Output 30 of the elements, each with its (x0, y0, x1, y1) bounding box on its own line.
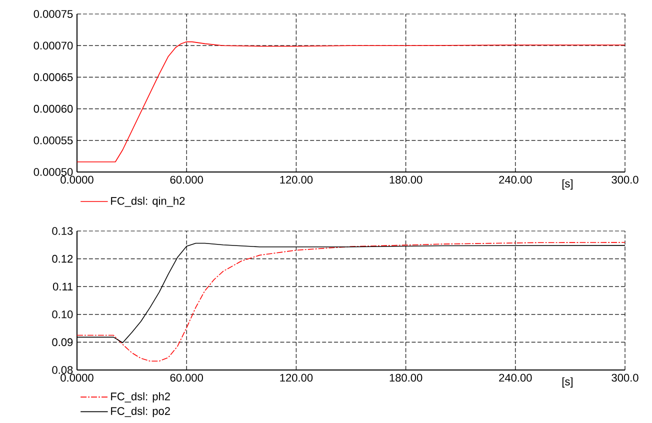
y-tick-label: 0.00050 (34, 168, 73, 176)
x-tick-label: 60.000 (170, 176, 203, 184)
y-tick-label: 0.00060 (34, 104, 73, 113)
x-axis-title: [s] (562, 377, 572, 388)
y-tick-label: 0.11 (52, 282, 73, 290)
x-tick-label: 0.0000 (60, 374, 94, 382)
y-tick-label: 0.08 (52, 366, 73, 374)
x-tick-label: 180.00 (390, 374, 422, 382)
legend-label: FC_dsl: po2 (111, 406, 170, 418)
x-tick-label: 180.00 (390, 176, 422, 184)
y-tick-label: 0.00065 (34, 73, 73, 82)
y-tick-label: 0.10 (52, 310, 73, 318)
x-tick-label: 300.0 (612, 176, 638, 184)
legend-label: FC_dsl: qin_h2 (111, 196, 185, 207)
line-series (77, 242, 626, 362)
y-tick-label: 0.00075 (34, 10, 73, 18)
x-tick-label: 60.000 (170, 374, 203, 382)
x-tick-label: 300.0 (612, 374, 638, 382)
y-tick-label: 0.00070 (34, 42, 73, 50)
x-tick-label: 240.00 (499, 176, 532, 184)
x-tick-label: 120.00 (280, 374, 313, 382)
legend-label: FC_dsl: ph2 (111, 392, 170, 403)
y-tick-label: 0.12 (52, 254, 73, 263)
y-tick-label: 0.13 (52, 227, 73, 235)
x-tick-label: 120.00 (280, 176, 313, 184)
x-axis-title: [s] (562, 179, 572, 190)
x-tick-label: 0.0000 (60, 176, 94, 184)
y-tick-label: 0.00055 (34, 136, 73, 144)
y-tick-label: 0.09 (52, 338, 73, 346)
x-tick-label: 240.00 (499, 374, 532, 382)
